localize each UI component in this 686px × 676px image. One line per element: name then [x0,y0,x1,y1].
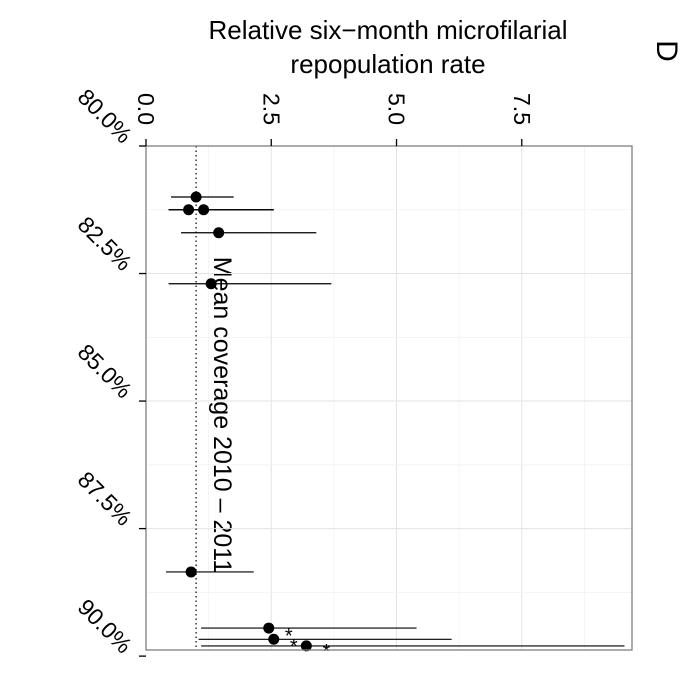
data-point [198,204,210,216]
significance-stars: ** * [285,626,331,663]
error-bars [166,196,625,647]
data-point [190,191,202,203]
chart-title-line-2: repopulation rate [290,49,485,79]
x-tick-label: 87.5% [73,466,138,531]
x-tick-label: 82.5% [73,211,138,276]
data-point [263,622,275,634]
x-tick-label: 90.0% [73,594,138,659]
panel-border [145,145,633,651]
significance-star: * [290,636,298,658]
x-axis-label: Mean coverage 2010 – 2011 [208,257,236,573]
data-point [205,278,217,290]
data-point [183,204,195,216]
y-tick-label: 2.5 [258,93,284,125]
panel-border-group [145,145,633,651]
gridlines [145,145,632,650]
x-axis-ticks: 80.0% 82.5% 85.0% 87.5% 90.0% [73,84,146,659]
significance-star: * [285,626,293,648]
significance-star: * [322,641,330,663]
data-point [185,566,197,578]
y-axis-ticks: 0.0 2.5 5.0 7.5 [133,93,535,146]
x-tick-label: 80.0% [73,84,138,149]
x-tick-label: 85.0% [73,339,138,404]
data-point [300,640,312,652]
chart-title-line-1: Relative six−month microfilarial [208,15,567,45]
y-tick-label: 0.0 [133,93,159,125]
data-points [183,191,312,652]
data-point [268,633,280,645]
y-tick-label: 7.5 [509,93,535,125]
y-tick-label: 5.0 [384,93,410,125]
panel-label: D [650,40,683,62]
data-point [213,227,225,239]
